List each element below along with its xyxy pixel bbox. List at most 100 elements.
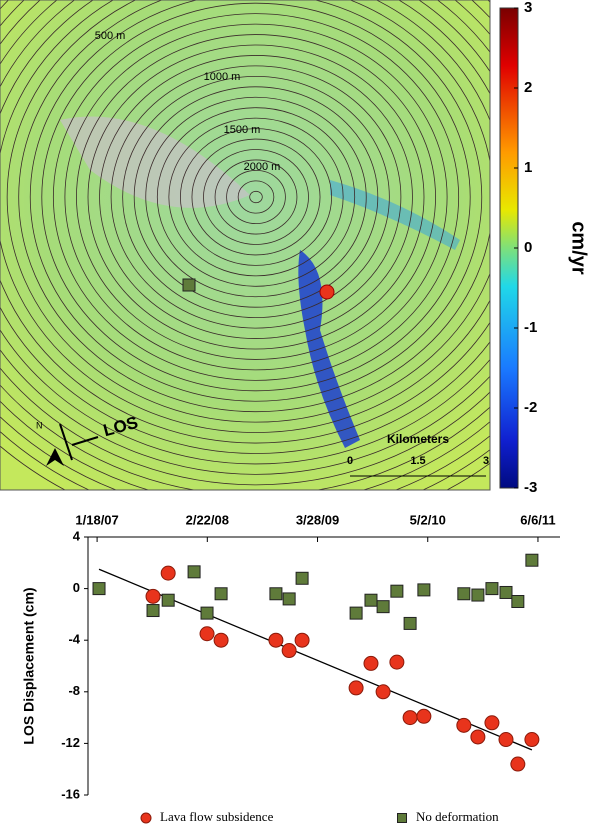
lava-flow [298, 250, 360, 448]
contour [237, 180, 275, 214]
scale-tick: 3 [483, 455, 489, 467]
y-tick-label: 4 [73, 528, 81, 543]
point [499, 585, 513, 599]
contour [64, 23, 448, 371]
y-tick-label: -4 [68, 632, 80, 647]
contour-label: 2000 m [244, 161, 281, 173]
point [389, 654, 405, 670]
point [403, 616, 417, 630]
point [348, 680, 364, 696]
colorbar-tick-label: -2 [524, 399, 537, 416]
north-label: N [36, 420, 43, 430]
y-axis-title: LOS Displacement (cm) [21, 587, 37, 744]
legend-marker [140, 812, 152, 824]
lava-site [319, 284, 335, 300]
x-tick-label: 6/6/11 [520, 512, 555, 527]
scale-title: Kilometers [387, 432, 449, 446]
contour [0, 0, 490, 444]
stable-site [182, 278, 196, 292]
contour [0, 0, 490, 465]
contour [99, 55, 413, 339]
north-arrow [46, 448, 64, 466]
contour [0, 0, 490, 454]
contour [18, 0, 490, 413]
point [375, 684, 391, 700]
point [269, 587, 283, 601]
colorbar-tick-label: -3 [524, 479, 537, 496]
y-tick-label: -16 [61, 786, 80, 801]
point [213, 632, 229, 648]
contour-label: 1500 m [224, 124, 261, 136]
contours [0, 0, 490, 490]
x-tick-label: 5/2/10 [410, 512, 446, 527]
point [498, 732, 514, 748]
scale-tick: 1.5 [410, 455, 425, 467]
contour [29, 0, 483, 402]
colorbar-tick-label: -1 [524, 319, 537, 336]
colorbar-tick-label: 0 [524, 239, 532, 256]
point [146, 604, 160, 618]
x-tick-label: 3/28/09 [296, 512, 339, 527]
contour [0, 0, 490, 486]
contour [168, 117, 344, 277]
point [294, 632, 310, 648]
point [470, 729, 486, 745]
contour [226, 169, 286, 224]
blue-streak [330, 180, 460, 250]
point [160, 565, 176, 581]
point [417, 583, 431, 597]
point [390, 584, 404, 598]
contour [110, 65, 402, 329]
colorbar-tick-label: 1 [524, 159, 532, 176]
point [200, 606, 214, 620]
point [295, 571, 309, 585]
point [187, 565, 201, 579]
contour [191, 138, 321, 256]
contour [76, 34, 436, 360]
scale-tick: 0 [347, 455, 353, 467]
contour-label: 1000 m [204, 71, 241, 83]
point [416, 708, 432, 724]
gray-area [60, 116, 250, 208]
x-tick-label: 2/22/08 [186, 512, 229, 527]
legend-label: Lava flow subsidence [160, 809, 274, 824]
map-background [0, 0, 490, 490]
point [510, 756, 526, 772]
contour [203, 149, 309, 245]
map-frame [0, 0, 491, 491]
point [281, 643, 297, 659]
point [456, 717, 472, 733]
point [485, 582, 499, 596]
y-tick-label: -8 [68, 683, 80, 698]
point [525, 553, 539, 567]
contour [249, 190, 263, 204]
y-tick-label: 0 [73, 580, 80, 595]
contour [0, 0, 490, 475]
legend-marker [397, 813, 407, 823]
colorbar-tick-label: 3 [524, 0, 532, 16]
point [363, 655, 379, 671]
point [214, 587, 228, 601]
heading-arrow [59, 423, 73, 461]
los-arrow [71, 436, 99, 446]
contour [6, 0, 490, 423]
point [349, 606, 363, 620]
contour [122, 75, 390, 319]
contour [214, 159, 298, 235]
y-tick-label: -12 [61, 735, 80, 750]
point [268, 632, 284, 648]
point [457, 587, 471, 601]
contour [52, 13, 460, 381]
point [524, 732, 540, 748]
contour [156, 107, 356, 287]
point [145, 588, 161, 604]
point [161, 593, 175, 607]
colorbar-tick-label: 2 [524, 79, 532, 96]
legend-label: No deformation [416, 809, 499, 824]
point [402, 710, 418, 726]
x-tick-label: 1/18/07 [75, 512, 118, 527]
point [471, 588, 485, 602]
point [511, 595, 525, 608]
colorbar-label: cm/yr [568, 221, 590, 275]
